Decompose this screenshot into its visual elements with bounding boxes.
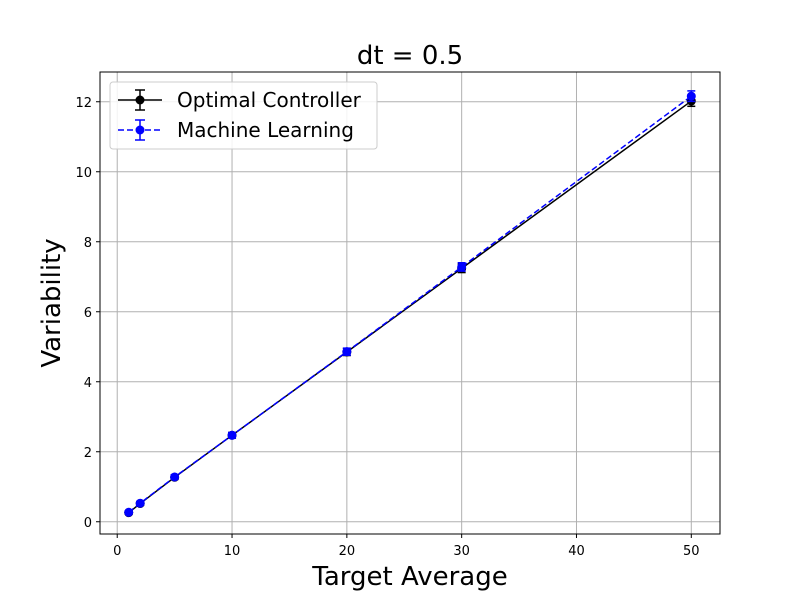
- y-tick-label: 6: [84, 306, 92, 321]
- data-point: [227, 430, 237, 440]
- series-line-machine-learning: [128, 95, 692, 513]
- data-point: [135, 498, 145, 508]
- x-tick-label: 20: [339, 544, 356, 559]
- series-optimal-controller: [124, 95, 696, 518]
- chart-title: dt = 0.5: [357, 41, 463, 71]
- x-axis-label: Target Average: [311, 562, 507, 592]
- x-tick-label: 50: [683, 544, 700, 559]
- legend-item-machine-learning: Machine Learning: [118, 118, 354, 142]
- y-tick-label: 12: [75, 96, 92, 111]
- y-tick-label: 2: [84, 446, 92, 461]
- legend: Optimal Controller Machine Learning: [109, 81, 378, 150]
- y-tick-label: 10: [75, 166, 92, 181]
- series-machine-learning: [124, 90, 696, 517]
- legend-label-machine-learning: Machine Learning: [177, 118, 354, 142]
- legend-marker-machine-learning: [135, 125, 145, 135]
- legend-box: [109, 81, 378, 150]
- x-tick-label: 0: [113, 544, 121, 559]
- ticks: 0 10 20 30 40 50 0 2 4 6 8 10 12: [75, 96, 699, 559]
- x-tick-label: 40: [568, 544, 585, 559]
- x-tick-label: 10: [224, 544, 241, 559]
- legend-item-optimal-controller: Optimal Controller: [118, 88, 362, 112]
- y-tick-label: 8: [84, 236, 92, 251]
- legend-marker-optimal-controller: [135, 95, 145, 105]
- x-tick-label: 30: [453, 544, 470, 559]
- series-line-optimal-controller: [128, 100, 692, 514]
- data-point: [124, 507, 134, 517]
- data-point: [342, 347, 352, 357]
- data-point: [457, 262, 467, 272]
- plot-frame: [99, 71, 721, 535]
- data-point: [686, 91, 696, 101]
- y-axis-label: Variability: [37, 238, 67, 367]
- y-tick-label: 0: [84, 516, 92, 531]
- y-tick-label: 4: [84, 376, 92, 391]
- legend-label-optimal-controller: Optimal Controller: [177, 88, 362, 112]
- series-layer: [124, 90, 696, 518]
- data-point: [170, 472, 180, 482]
